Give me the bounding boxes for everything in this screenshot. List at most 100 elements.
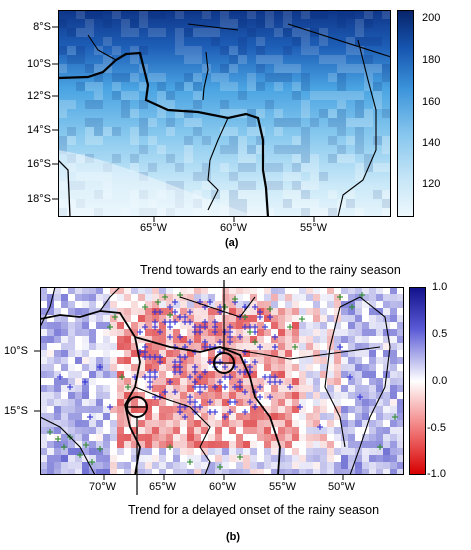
map-cell [184, 145, 193, 154]
map-cell [215, 329, 222, 336]
map-cell [148, 163, 157, 172]
map-cell [292, 455, 299, 462]
map-cell [256, 82, 265, 91]
map-cell [54, 385, 61, 392]
map-cell [327, 427, 334, 434]
map-cell [373, 190, 382, 199]
map-cell [145, 420, 152, 427]
significance-marker [157, 309, 163, 315]
map-cell [229, 455, 236, 462]
map-cell [184, 154, 193, 163]
significance-marker [157, 329, 163, 335]
map-cell [320, 441, 327, 448]
map-cell [236, 308, 243, 315]
map-cell [40, 455, 47, 462]
map-cell [250, 455, 257, 462]
significance-marker [67, 384, 73, 390]
map-cell [121, 19, 130, 28]
map-cell [58, 136, 67, 145]
map-cell [327, 371, 334, 378]
map-cell [89, 287, 96, 294]
map-cell [306, 357, 313, 364]
map-cell [348, 441, 355, 448]
map-cell [369, 455, 376, 462]
map-cell [271, 364, 278, 371]
map-cell [96, 441, 103, 448]
map-cell [152, 364, 159, 371]
significance-marker [207, 409, 213, 415]
map-cell [362, 406, 369, 413]
map-cell [341, 308, 348, 315]
map-cell [383, 343, 390, 350]
map-cell [376, 329, 383, 336]
map-cell [82, 336, 89, 343]
map-cell [201, 427, 208, 434]
map-cell [236, 434, 243, 441]
map-cell [152, 455, 159, 462]
map-cell [250, 371, 257, 378]
map-cell [397, 322, 404, 329]
map-cell [166, 294, 173, 301]
map-cell [61, 315, 68, 322]
map-cell [61, 364, 68, 371]
map-cell [130, 91, 139, 100]
significance-marker [222, 414, 228, 420]
map-cell [283, 118, 292, 127]
map-cell [201, 455, 208, 462]
map-cell [320, 322, 327, 329]
map-cell [313, 462, 320, 469]
map-cell [292, 420, 299, 427]
significance-marker [142, 324, 148, 330]
map-cell [376, 287, 383, 294]
map-cell [54, 350, 61, 357]
map-cell [285, 413, 292, 420]
map-cell [299, 343, 306, 350]
map-cell [180, 469, 187, 475]
map-cell [96, 462, 103, 469]
map-cell [362, 336, 369, 343]
significance-marker [187, 319, 193, 325]
map-cell [285, 301, 292, 308]
map-cell [362, 399, 369, 406]
map-cell [382, 208, 391, 217]
map-cell [376, 294, 383, 301]
map-cell [61, 378, 68, 385]
map-cell [292, 308, 299, 315]
map-cell [75, 469, 82, 475]
map-cell [264, 357, 271, 364]
significance-marker [97, 446, 103, 452]
map-cell [96, 469, 103, 475]
map-cell [369, 378, 376, 385]
map-cell [271, 357, 278, 364]
significance-marker [177, 334, 183, 340]
map-cell [397, 315, 404, 322]
map-cell [376, 315, 383, 322]
map-cell [187, 385, 194, 392]
map-cell [175, 46, 184, 55]
map-cell [348, 343, 355, 350]
significance-marker [172, 309, 178, 315]
significance-marker [177, 354, 183, 360]
map-cell [337, 82, 346, 91]
map-cell [117, 343, 124, 350]
map-cell [166, 118, 175, 127]
map-cell [193, 73, 202, 82]
map-cell [250, 399, 257, 406]
map-cell [250, 392, 257, 399]
map-cell [390, 434, 397, 441]
map-cell [157, 109, 166, 118]
map-cell [229, 315, 236, 322]
significance-marker [77, 452, 83, 458]
map-cell [310, 181, 319, 190]
map-cell [194, 371, 201, 378]
panel-b: Trend towards an early end to the rainy … [0, 255, 471, 550]
map-cell [247, 190, 256, 199]
map-cell [68, 406, 75, 413]
map-cell [82, 364, 89, 371]
map-cell [103, 406, 110, 413]
map-cell [320, 413, 327, 420]
panel-a-x-tick: 65°W [140, 222, 168, 234]
map-cell [173, 406, 180, 413]
map-cell [187, 455, 194, 462]
map-cell [47, 420, 54, 427]
